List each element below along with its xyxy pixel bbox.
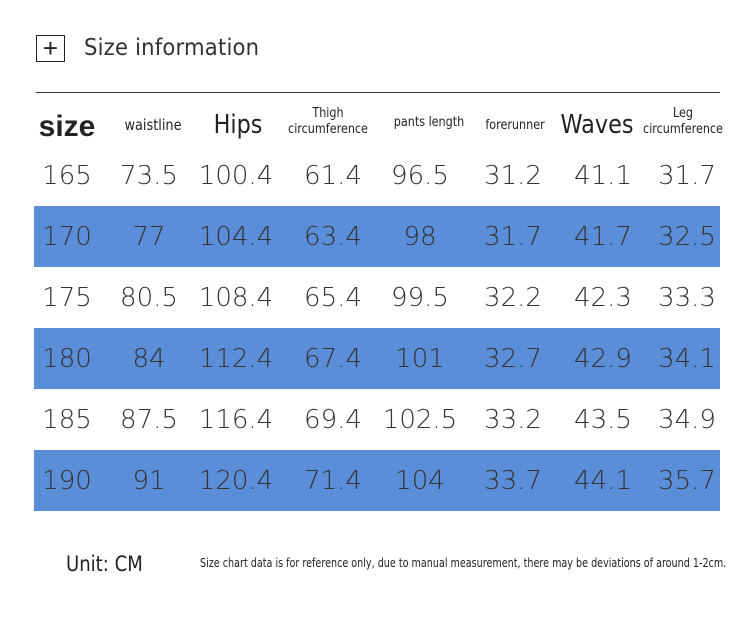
cell-size: 170 xyxy=(42,221,92,252)
cell-size: 175 xyxy=(42,282,92,313)
cell-pants_length: 104 xyxy=(395,465,445,496)
cell-leg: 34.9 xyxy=(658,404,716,435)
column-header-thigh-line1: Thigh xyxy=(312,105,344,121)
cell-waves: 42.3 xyxy=(574,282,632,313)
cell-thigh: 69.4 xyxy=(304,404,362,435)
cell-pants_length: 102.5 xyxy=(382,404,458,435)
table-row: 170 77 104.4 63.4 98 31.7 41.7 32.5 xyxy=(34,206,720,267)
cell-waves: 41.7 xyxy=(574,221,632,252)
cell-thigh: 71.4 xyxy=(304,465,362,496)
disclaimer-note: Size chart data is for reference only, d… xyxy=(200,556,727,570)
column-header-thigh-line2: circumference xyxy=(288,121,368,137)
cell-waves: 43.5 xyxy=(574,404,632,435)
unit-label: Unit: CM xyxy=(66,552,143,576)
column-header-size: size xyxy=(38,109,96,143)
column-header-thigh: Thigh circumference xyxy=(288,106,368,139)
table-row: 165 73.5 100.4 61.4 96.5 31.2 41.1 31.7 xyxy=(34,145,720,206)
cell-forerunner: 31.7 xyxy=(484,221,542,252)
table-header-row: size waistline Hips Thigh circumference … xyxy=(34,93,723,145)
cell-hips: 104.4 xyxy=(198,221,274,252)
cell-waistline: 77 xyxy=(132,221,166,252)
cell-thigh: 65.4 xyxy=(304,282,362,313)
cell-waistline: 84 xyxy=(132,343,166,374)
size-table: size waistline Hips Thigh circumference … xyxy=(34,93,723,511)
cell-leg: 35.7 xyxy=(658,465,716,496)
cell-forerunner: 32.7 xyxy=(484,343,542,374)
cell-forerunner: 32.2 xyxy=(484,282,542,313)
cell-thigh: 63.4 xyxy=(304,221,362,252)
cell-hips: 116.4 xyxy=(198,404,274,435)
cell-size: 190 xyxy=(42,465,92,496)
table-row: 185 87.5 116.4 69.4 102.5 33.2 43.5 34.9 xyxy=(34,389,720,450)
table-row: 180 84 112.4 67.4 101 32.7 42.9 34.1 xyxy=(34,328,720,389)
cell-leg: 31.7 xyxy=(658,160,716,191)
cell-pants_length: 98 xyxy=(403,221,437,252)
table-row: 190 91 120.4 71.4 104 33.7 44.1 35.7 xyxy=(34,450,720,511)
column-header-leg-line2: circumference xyxy=(643,121,723,137)
cell-thigh: 67.4 xyxy=(304,343,362,374)
column-header-waves: Waves xyxy=(560,109,634,140)
table-top-rule xyxy=(36,92,720,93)
column-header-leg: Leg circumference xyxy=(643,106,723,139)
cell-size: 185 xyxy=(42,404,92,435)
table-body: 165 73.5 100.4 61.4 96.5 31.2 41.1 31.7 170 77 104… xyxy=(34,145,720,511)
cell-size: 165 xyxy=(42,160,92,191)
column-header-pants-length: pants length xyxy=(393,114,465,130)
cell-forerunner: 33.7 xyxy=(484,465,542,496)
cell-pants_length: 101 xyxy=(395,343,445,374)
table-row: 175 80.5 108.4 65.4 99.5 32.2 42.3 33.3 xyxy=(34,267,720,328)
cell-leg: 34.1 xyxy=(658,343,716,374)
column-header-waistline: waistline xyxy=(124,116,182,135)
cell-hips: 120.4 xyxy=(198,465,274,496)
cell-waistline: 91 xyxy=(132,465,166,496)
cell-hips: 108.4 xyxy=(198,282,274,313)
cell-pants_length: 96.5 xyxy=(391,160,449,191)
cell-waves: 44.1 xyxy=(574,465,632,496)
section-title: Size information xyxy=(84,35,260,61)
cell-waves: 42.9 xyxy=(574,343,632,374)
column-header-hips: Hips xyxy=(213,109,263,140)
column-header-leg-line1: Leg xyxy=(672,105,694,121)
cell-hips: 100.4 xyxy=(198,160,274,191)
section-header: + Size information xyxy=(36,32,274,64)
column-header-forerunner: forerunner xyxy=(485,117,545,133)
plus-icon[interactable]: + xyxy=(36,34,65,62)
cell-leg: 33.3 xyxy=(658,282,716,313)
cell-thigh: 61.4 xyxy=(304,160,362,191)
cell-waistline: 87.5 xyxy=(120,404,178,435)
cell-waves: 41.1 xyxy=(574,160,632,191)
cell-pants_length: 99.5 xyxy=(391,282,449,313)
cell-size: 180 xyxy=(42,343,92,374)
cell-waistline: 80.5 xyxy=(120,282,178,313)
cell-hips: 112.4 xyxy=(198,343,274,374)
cell-forerunner: 33.2 xyxy=(484,404,542,435)
cell-leg: 32.5 xyxy=(658,221,716,252)
cell-waistline: 73.5 xyxy=(120,160,178,191)
cell-forerunner: 31.2 xyxy=(484,160,542,191)
